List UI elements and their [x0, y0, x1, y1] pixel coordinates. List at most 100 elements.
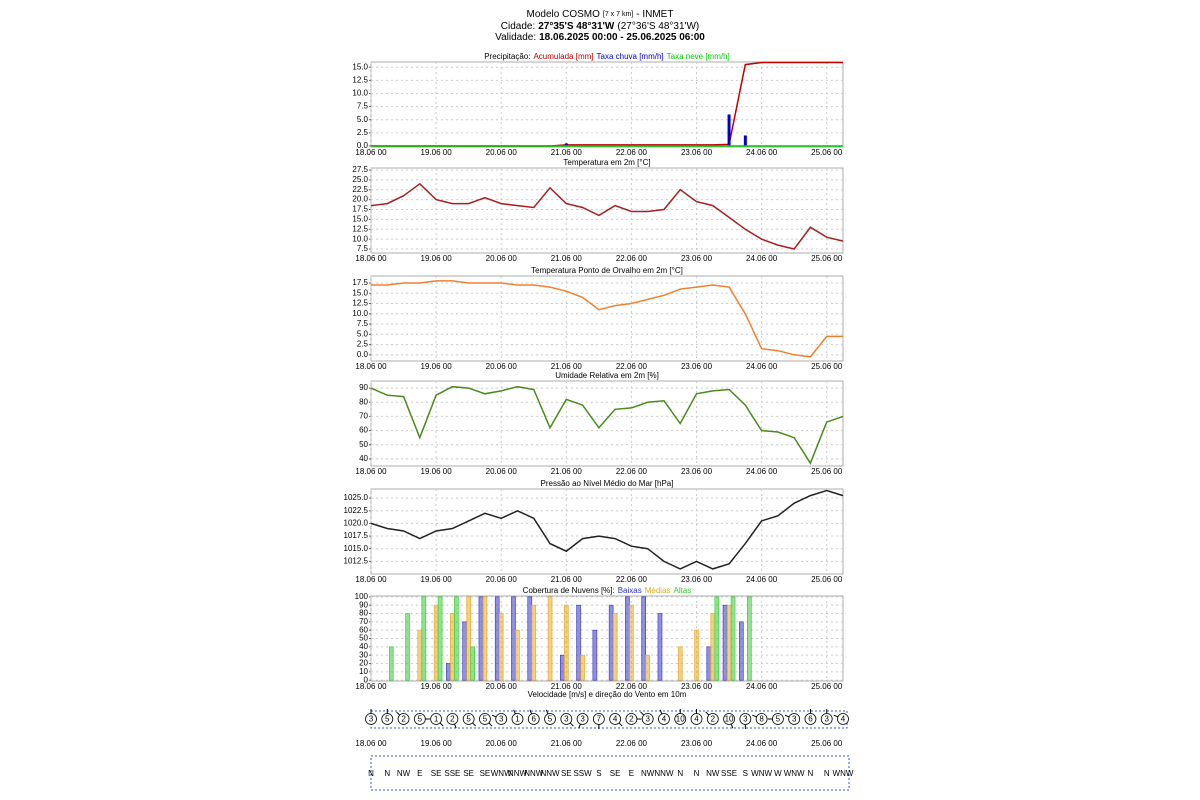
x-tick-label: 21.06 00 [551, 362, 583, 371]
x-tick-label: 24.06 00 [746, 682, 778, 691]
cloud-bar [657, 613, 663, 681]
x-tick-label: 18.06 00 [355, 467, 387, 476]
x-tick-label: 20.06 00 [486, 467, 518, 476]
cloud-bar [470, 646, 475, 681]
cloud-bar [498, 613, 504, 681]
wind-speed-label: 3 [824, 715, 829, 724]
wind-speed-marker [527, 713, 540, 725]
header-model: Modelo COSMO [7 x 7 km] - INMET [527, 9, 674, 20]
x-tick-label: 21.06 00 [551, 467, 583, 476]
cloud-bar [580, 654, 585, 681]
y-tick-label: 0 [364, 675, 369, 684]
y-tick-label: 70 [359, 617, 368, 626]
cloud-bar [722, 604, 728, 681]
wind-speed-label: 2 [450, 715, 455, 724]
y-tick-label: 1012.5 [344, 556, 369, 565]
wind-speed-label: 2 [711, 715, 716, 724]
x-tick-label: 20.06 00 [486, 739, 518, 748]
x-tick-label: 22.06 00 [616, 575, 648, 584]
y-tick-label: 40 [359, 454, 368, 463]
x-tick-label: 19.06 00 [421, 682, 453, 691]
wind-direction: N [694, 769, 700, 778]
wind-speed-marker [576, 713, 589, 725]
title-text: Umidade Relativa em 2m [%] [555, 371, 659, 380]
validity-label: Validade: [495, 32, 536, 43]
cloud-bar [511, 596, 516, 681]
wind-direction: WNW [784, 769, 805, 778]
wind-direction: W [774, 769, 782, 778]
x-tick-label: 20.06 00 [486, 682, 518, 691]
wind-direction: NNW [654, 769, 674, 778]
wind-direction: N [808, 769, 814, 778]
x-tick-label: 25.06 00 [811, 467, 843, 476]
wind-speed-label: 3 [645, 715, 650, 724]
legend-entry: Baixas [618, 586, 642, 595]
x-tick-label: 21.06 00 [551, 739, 583, 748]
y-tick-label: 30 [359, 650, 368, 659]
series-line [370, 489, 844, 570]
y-tick-label: 40 [359, 642, 368, 651]
y-tick-label: 80 [359, 609, 368, 618]
x-tick-label: 24.06 00 [746, 739, 778, 748]
wind-direction: NNW [524, 769, 544, 778]
y-tick-label: 10.0 [352, 234, 368, 243]
wind-speed-marker [446, 713, 459, 725]
y-tick-label: 20 [359, 659, 368, 668]
wind-speed-marker [511, 713, 524, 725]
wind-speed-marker [544, 713, 556, 725]
y-tick-label: 27.5 [352, 165, 368, 174]
cloud-bar [437, 596, 443, 681]
y-tick-label: 90 [359, 600, 368, 609]
cloud-bar [641, 596, 646, 681]
cloud-bar [564, 604, 569, 681]
cloud-bar [478, 596, 484, 681]
legend-entry: Altas [674, 586, 692, 595]
y-tick-label: 7.5 [357, 244, 369, 253]
chart-title: Precipitação: Acumulada [mm] Taxa chuva [m… [484, 52, 730, 61]
wind-speed-label: 4 [694, 715, 699, 724]
x-tick-label: 18.06 00 [355, 575, 387, 584]
wind-speed-marker [804, 713, 817, 725]
wind-speed-label: 3 [369, 715, 374, 724]
y-tick-label: 100 [355, 592, 369, 601]
x-tick-label: 24.06 00 [746, 575, 778, 584]
x-tick-label: 25.06 00 [811, 148, 843, 157]
wind-speed-marker [723, 713, 735, 725]
y-tick-label: 2.5 [357, 340, 369, 349]
x-tick-label: 18.06 00 [355, 362, 387, 371]
cloud-bar [710, 613, 716, 681]
x-tick-label: 22.06 00 [616, 739, 648, 748]
wind-speed-label: 6 [532, 715, 537, 724]
wind-direction: N [824, 769, 830, 778]
y-tick-label: 50 [359, 634, 368, 643]
resolution: [7 x 7 km] [603, 11, 633, 18]
plot-area [370, 488, 844, 575]
x-tick-label: 22.06 00 [616, 254, 648, 263]
wind-speed-label: 2 [629, 715, 634, 724]
wind-direction: NW [706, 769, 720, 778]
cloud-bar [608, 604, 614, 681]
cloud-bar [645, 654, 650, 681]
y-tick-label: 22.5 [352, 185, 368, 194]
cloud-bar [629, 604, 634, 681]
cloud-bar [450, 613, 455, 681]
x-tick-label: 22.06 00 [616, 362, 648, 371]
wind-speed-marker [495, 713, 508, 725]
x-tick-label: 25.06 00 [811, 575, 843, 584]
chart-title: Pressão ao Nível Médio do Mar [hPa] [541, 479, 674, 488]
y-tick-label: 17.5 [352, 205, 368, 214]
wind-direction: N [368, 769, 374, 778]
wind-direction: WNW [833, 769, 854, 778]
y-tick-label: 2.5 [357, 128, 369, 137]
y-tick-label: 10.0 [352, 309, 368, 318]
wind-direction: WNW [491, 769, 512, 778]
x-tick-label: 19.06 00 [421, 254, 453, 263]
x-tick-label: 25.06 00 [811, 362, 843, 371]
wind-speed-marker [592, 713, 605, 725]
wind-speed-marker [560, 713, 573, 725]
wind-speed-marker [625, 713, 638, 725]
plot-area [370, 275, 844, 362]
wind-speed-label: 4 [841, 715, 846, 724]
x-tick-label: 18.06 00 [355, 254, 387, 263]
x-tick-label: 19.06 00 [421, 575, 453, 584]
